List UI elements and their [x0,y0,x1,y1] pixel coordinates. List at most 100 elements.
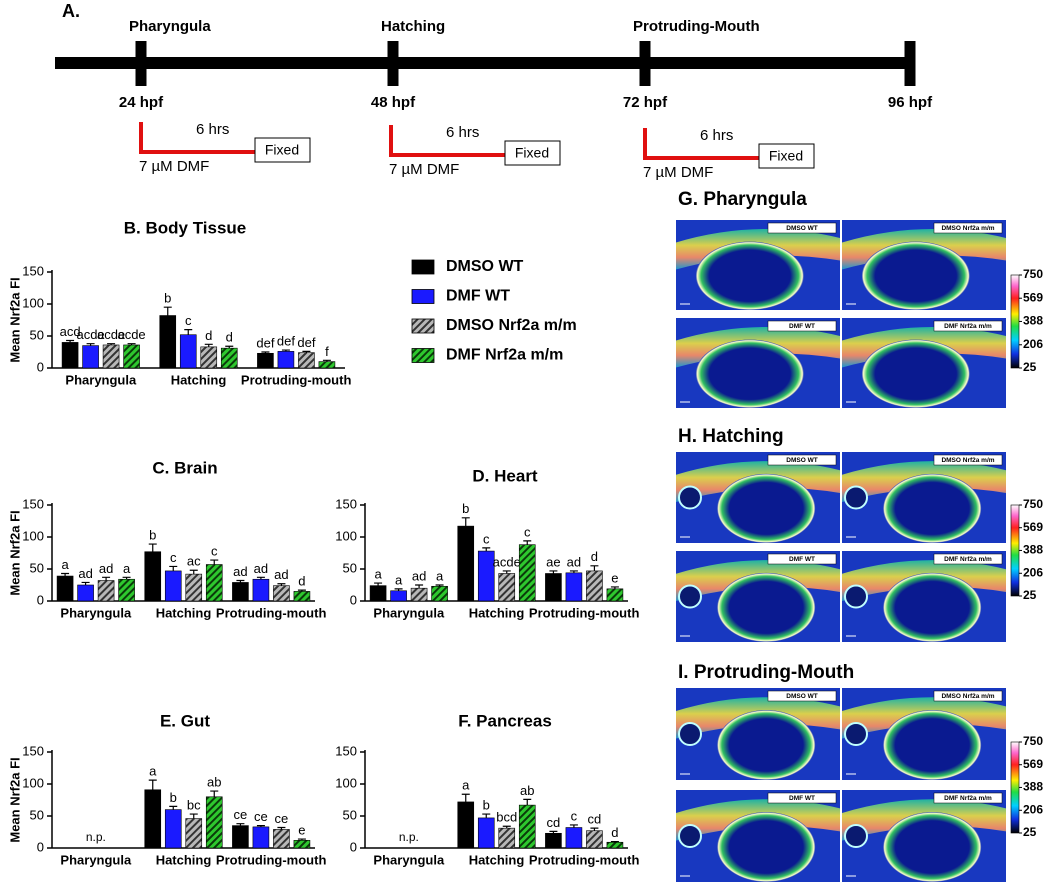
significance-letter: b [462,501,469,516]
error-bar [297,589,306,592]
error-bar [169,805,178,810]
error-bar [169,565,178,571]
fixed-box [758,143,815,169]
significance-letter: ad [254,561,268,576]
significance-letter: b [164,291,171,306]
significance-letter: ae [546,554,560,569]
y-tick-label: 50 [343,560,357,575]
panel-tag-box [767,320,837,332]
significance-letter: ad [567,554,581,569]
error-bar [394,588,403,591]
bar [232,825,249,849]
error-bar [549,830,558,834]
significance-letter: e [611,570,618,585]
chart-title: F. Pancreas [458,711,552,730]
x-tick-label: Pharyngula [60,852,132,867]
x-tick-label: Hatching [469,852,525,867]
error-bar [549,570,558,574]
panel-tag: DMSO WT [786,225,817,232]
panel-title: G. Pharyngula [678,189,807,210]
x-tick-label: Hatching [171,372,227,387]
error-bar [204,343,213,347]
significance-letter: a [123,561,131,576]
panel-tag-box [767,222,837,234]
duration: 6 hrs [196,121,229,138]
panel-tag-box [767,454,837,466]
bar [518,544,536,602]
significance-letter: ce [234,807,248,822]
y-tick-label: 150 [22,263,44,278]
panel-title: H. Hatching [678,426,784,447]
significance-letter: c [211,543,218,558]
panel-tag-box [767,792,837,804]
significance-letter: e [298,822,305,837]
bar [318,361,336,369]
embryo-eye [678,584,702,609]
bar [97,580,115,602]
bar [518,804,536,849]
panel-tag: DMSO WT [786,457,817,464]
error-bar [210,790,219,797]
significance-letter: def [297,335,315,350]
bar [293,591,311,602]
significance-letter: acde [76,327,104,342]
significance-letter: d [611,825,618,840]
y-tick-label: 100 [22,528,44,543]
stage-label: Protruding-Mouth [633,18,760,35]
x-tick-label: Pharyngula [65,372,137,387]
panel-tag: DMSO Nrf2a m/m [941,693,994,700]
significance-letter: ce [275,811,289,826]
bar [123,344,140,369]
y-tick-label: 0 [350,592,357,607]
bar [545,832,562,849]
panel-tag: DMF WT [789,795,815,802]
bar [498,827,516,849]
exposure-line [643,128,759,160]
colorbar-tick-label: 388 [1023,543,1043,557]
significance-letter: c [483,531,490,546]
exposure-line [139,122,255,154]
bar [56,575,74,602]
panel-tag: DMF WT [789,323,815,330]
significance-letter: d [298,574,305,589]
bar [179,334,197,369]
embryo-yolk [883,710,982,780]
embryo-yolk [695,241,804,310]
error-bar [523,798,532,806]
y-axis-label: Mean Nrf2a FI [7,510,22,595]
chart-title: E. Gut [160,711,210,730]
panel-tag-box [933,320,1003,332]
significance-letter: ab [520,783,534,798]
significance-letter: ad [78,566,92,581]
dose: 7 µM DMF [389,161,459,178]
y-tick-label: 100 [22,775,44,790]
error-bar [277,583,286,586]
error-bar [184,329,193,335]
significance-letter: a [149,764,157,779]
significance-letter: a [436,568,444,583]
colorbar [1010,741,1020,834]
duration: 6 hrs [446,124,479,141]
significance-letter: d [591,549,598,564]
error-bar [66,339,75,343]
bar [410,587,428,602]
error-bar [297,838,306,841]
colorbar-tick-label: 206 [1023,565,1043,579]
embryo-yolk [861,241,970,310]
bar [144,551,162,602]
bar [252,826,270,849]
y-tick-label: 150 [335,743,357,758]
error-bar [256,576,265,580]
embryo-eye [678,485,702,510]
embryo-eye [678,824,702,848]
bar [477,817,495,849]
panel-title: I. Protruding-Mouth [678,662,854,683]
bar [257,352,274,369]
error-bar [569,570,578,573]
significance-letter: b [483,798,490,813]
embryo-yolk [883,572,982,642]
y-tick-label: 50 [343,807,357,822]
significance-letter: def [256,335,274,350]
panel-tag: DMF Nrf2a m/m [944,556,992,563]
dose: 7 µM DMF [139,158,209,175]
